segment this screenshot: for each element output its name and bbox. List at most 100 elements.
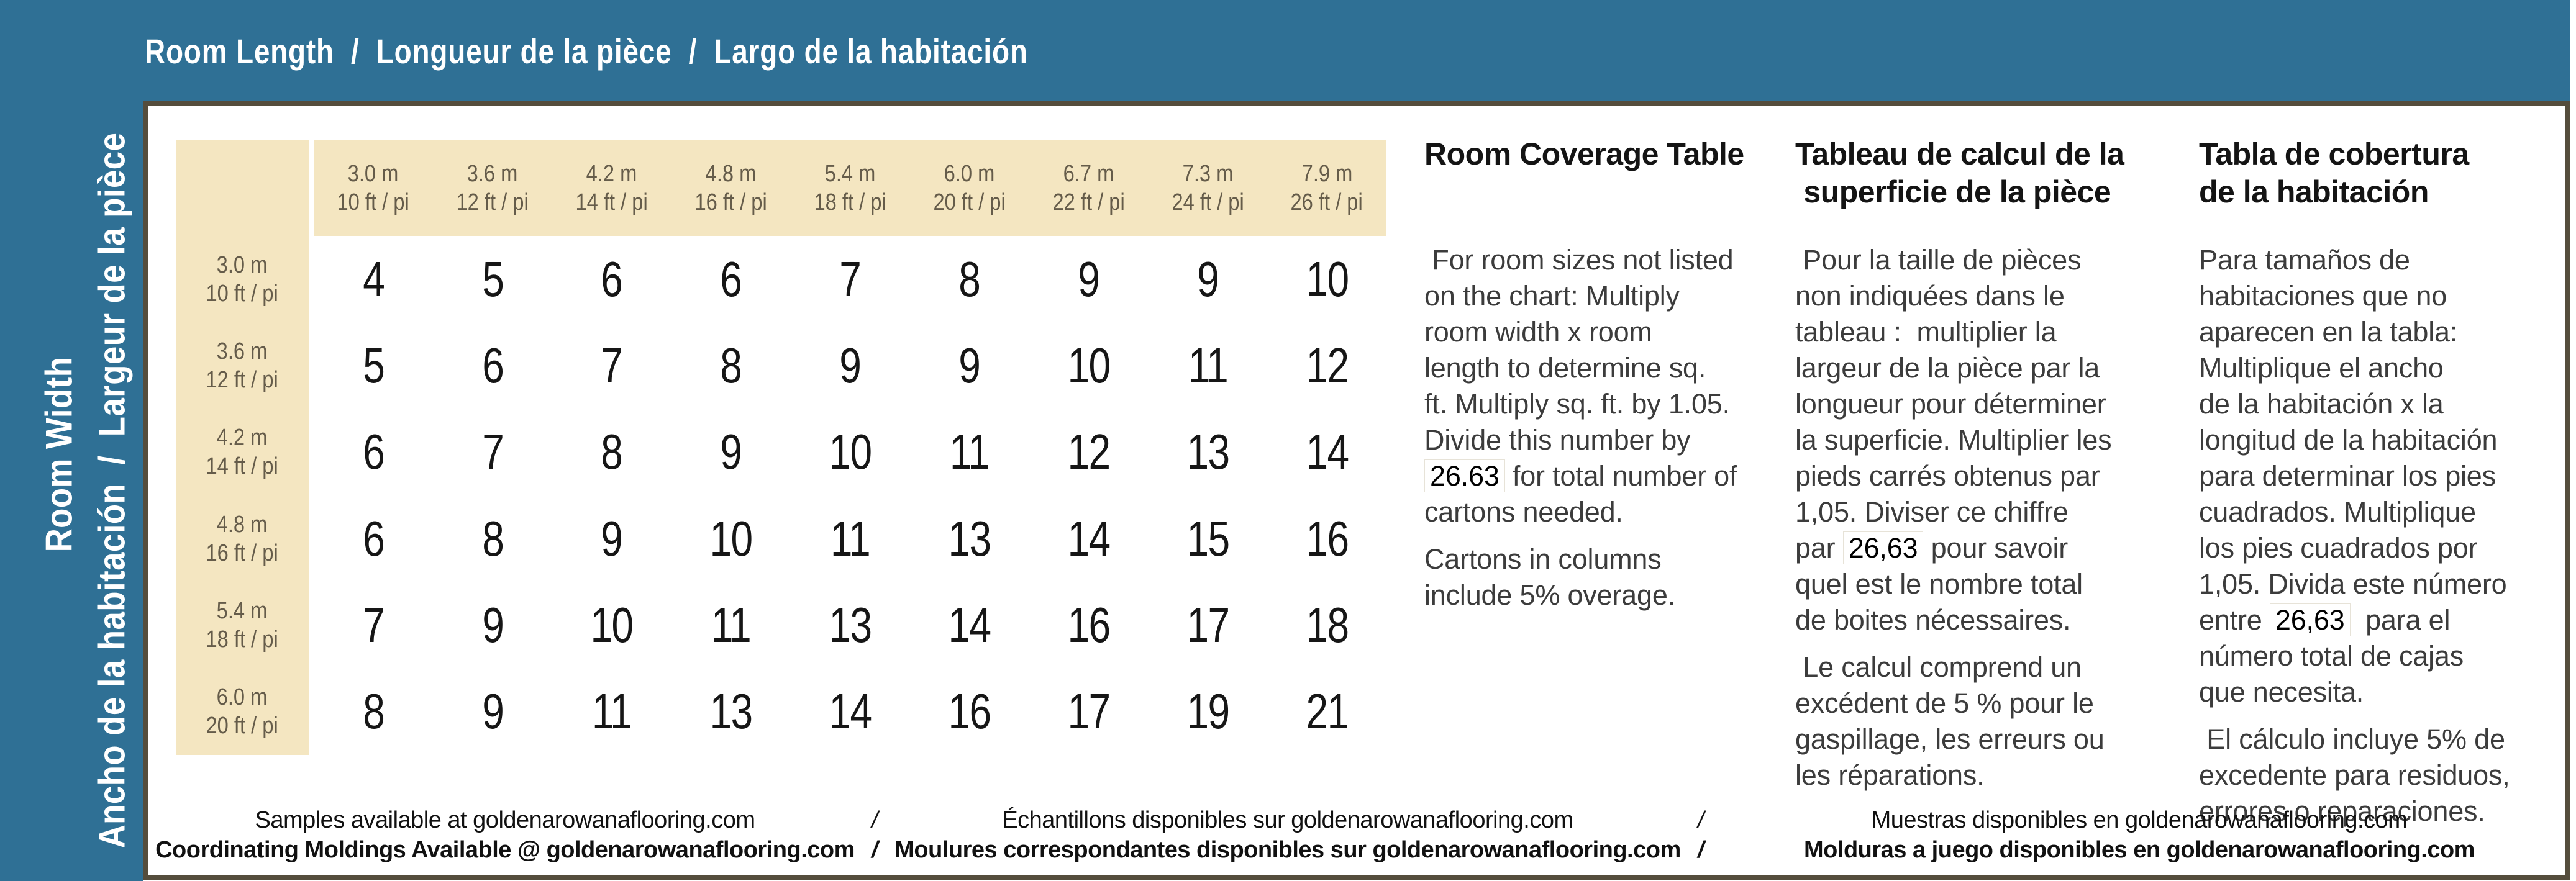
table-value-cell: 5	[362, 337, 385, 393]
table-value-cell: 9	[1078, 251, 1100, 307]
column-header-line: 18 ft / pi	[814, 189, 886, 215]
table-value-cell: 19	[1186, 684, 1230, 739]
column-header: 6.0 m 20 ft / pi	[909, 140, 1029, 236]
footer-line-samples: Samples available at goldenarowanafloori…	[148, 805, 2565, 835]
column-header: 4.2 m 14 ft / pi	[552, 140, 671, 236]
table-value-cell: 6	[720, 251, 743, 307]
table-value-cell: 6	[481, 337, 504, 393]
table-value-cell: 16	[1067, 597, 1111, 653]
table-value-cell: 13	[1186, 424, 1230, 480]
note-body-english: For room sizes not listed on the chart: …	[1424, 242, 1737, 625]
column-header-line: 7.3 m	[1182, 160, 1234, 187]
table-row-header-strip	[176, 140, 309, 755]
column-header-line: 7.9 m	[1301, 160, 1352, 187]
footer-segment: Molduras a juego disponibles en goldenar…	[1804, 837, 2475, 863]
table-value-cell: 10	[709, 510, 753, 566]
table-value-cell: 8	[601, 424, 624, 480]
table-value-cell: 11	[592, 684, 632, 739]
row-header-line: 20 ft / pi	[206, 713, 279, 739]
footer-separator: /	[871, 837, 878, 863]
table-value-cell: 9	[601, 510, 624, 566]
column-header-line: 6.7 m	[1063, 160, 1114, 187]
row-header-line: 6.0 m	[217, 684, 268, 711]
table-column-header-strip: 3.0 m 10 ft / pi 3.6 m 12 ft / pi 4.2 m 14 ft…	[314, 140, 1386, 236]
table-value-cell: 7	[601, 337, 624, 393]
note-text: Pour la taille de pièces non indiquées d…	[1795, 244, 2112, 564]
table-value-cell: 8	[958, 251, 981, 307]
footer-segment: Coordinating Moldings Available @ golden…	[155, 837, 855, 863]
note-paragraph: For room sizes not listed on the chart: …	[1424, 242, 1737, 530]
column-header-line: 10 ft / pi	[337, 189, 410, 215]
note-paragraph: Cartons in columns include 5% overage.	[1424, 541, 1737, 613]
note-paragraph: Le calcul comprend un excédent de 5 % po…	[1795, 649, 2111, 793]
table-value-cell: 12	[1067, 424, 1111, 480]
header-title: Room Length / Longueur de la pièce / Lar…	[145, 32, 1028, 71]
column-header-line: 14 ft / pi	[575, 189, 648, 215]
column-header-line: 5.4 m	[824, 160, 876, 187]
row-header-line: 4.8 m	[217, 511, 268, 538]
sidebar-label-width-translations: Ancho de la habitación / Largeur de la p…	[91, 132, 133, 849]
table-value-cell: 18	[1306, 597, 1349, 653]
column-header: 6.7 m 22 ft / pi	[1029, 140, 1148, 236]
table-value-cell: 21	[1306, 684, 1349, 739]
table-value-cell: 8	[481, 510, 504, 566]
footer-segment: Muestras disponibles en goldenarowanaflo…	[1871, 807, 2408, 833]
table-value-cell: 7	[362, 597, 385, 653]
note-text: Cartons in columns include 5% overage.	[1424, 543, 1675, 611]
table-value-cell: 9	[481, 684, 504, 739]
note-paragraph: El cálculo incluye 5% de excedente para …	[2199, 721, 2510, 829]
table-value-cell: 9	[1197, 251, 1219, 307]
table-value-cell: 10	[1306, 251, 1349, 307]
note-text: para el número total de cajas que necesi…	[2199, 604, 2464, 708]
note-body-spanish: Para tamaños de habitaciones que no apar…	[2199, 242, 2510, 841]
note-paragraph: Para tamaños de habitaciones que no apar…	[2199, 242, 2510, 710]
table-value-cell: 11	[949, 424, 990, 480]
note-heading-spanish: Tabla de cobertura de la habitación	[2199, 137, 2469, 209]
header-bar: Room Length / Longueur de la pièce / Lar…	[0, 0, 2570, 101]
note-text: Para tamaños de habitaciones que no apar…	[2199, 244, 2507, 636]
note-english: Room Coverage Table For room sizes not l…	[1424, 135, 1785, 611]
table-value-cell: 4	[362, 251, 385, 307]
column-header-line: 26 ft / pi	[1290, 189, 1363, 215]
row-header-line: 10 ft / pi	[206, 280, 279, 307]
column-header-line: 24 ft / pi	[1172, 189, 1244, 215]
table-value-cell: 9	[839, 337, 862, 393]
footer-segment: Échantillons disponibles sur goldenarowa…	[1002, 807, 1573, 833]
row-header-line: 3.0 m	[217, 251, 268, 278]
footer-separator: /	[1697, 807, 1704, 833]
row-header-line: 5.4 m	[217, 597, 268, 624]
row-header: 4.8 m 16 ft / pi	[176, 495, 309, 582]
table-value-cell: 8	[720, 337, 743, 393]
table-value-cell: 7	[481, 424, 504, 480]
row-header: 5.4 m 18 ft / pi	[176, 582, 309, 668]
table-value-cell: 6	[362, 510, 385, 566]
table-value-cell: 6	[601, 251, 624, 307]
table-value-cell: 9	[720, 424, 743, 480]
table-value-cell: 9	[958, 337, 981, 393]
table-value-cell: 11	[711, 597, 752, 653]
note-paragraph: Pour la taille de pièces non indiquées d…	[1795, 242, 2112, 638]
table-value-cell: 13	[829, 597, 872, 653]
row-header-line: 16 ft / pi	[206, 540, 279, 566]
footer-separator: /	[1697, 837, 1704, 863]
table-value-cell: 17	[1067, 684, 1111, 739]
note-text: For room sizes not listed on the chart: …	[1424, 244, 1734, 456]
table-value-cell: 7	[839, 251, 862, 307]
footer: Samples available at goldenarowanafloori…	[148, 805, 2565, 865]
column-header-line: 12 ft / pi	[456, 189, 529, 215]
table-value-cell: 17	[1186, 597, 1230, 653]
footer-line-moldings: Coordinating Moldings Available @ golden…	[148, 835, 2565, 865]
table-value-cell: 8	[362, 684, 385, 739]
table-data-grid: 4 5 6 6 7 8 9 9 10 5 6 7 8 9 9 10 11 12 6 7 8 9 10 11 12 13 14 6 8 9 1…	[314, 236, 1386, 755]
table-value-cell: 6	[362, 424, 385, 480]
table-value-cell: 10	[829, 424, 872, 480]
table-value-cell: 14	[1306, 424, 1349, 480]
sidebar: Room Width Ancho de la habitación / Larg…	[0, 0, 143, 881]
carton-coverage-value: 26.63	[1424, 459, 1505, 492]
table-value-cell: 11	[1188, 337, 1229, 393]
carton-coverage-value: 26,63	[2269, 603, 2351, 636]
row-header: 4.2 m 14 ft / pi	[176, 409, 309, 495]
table-value-cell: 11	[830, 510, 871, 566]
carton-coverage-value: 26,63	[1842, 531, 1924, 564]
table-value-cell: 15	[1186, 510, 1230, 566]
